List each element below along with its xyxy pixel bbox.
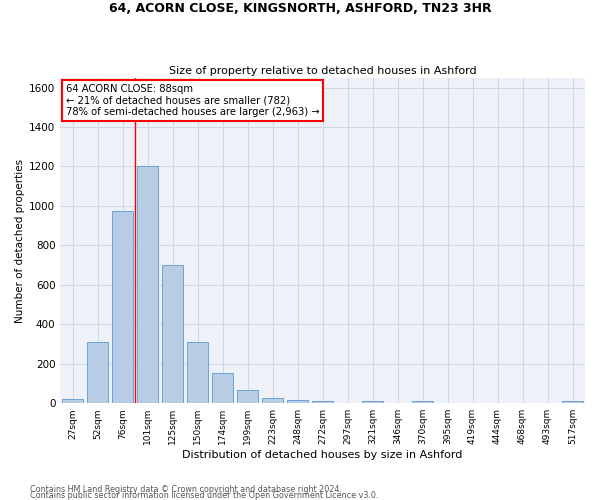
Bar [237, 390, 258, 403]
Bar [187, 342, 208, 403]
Text: Contains public sector information licensed under the Open Government Licence v3: Contains public sector information licen… [30, 490, 379, 500]
Title: Size of property relative to detached houses in Ashford: Size of property relative to detached ho… [169, 66, 476, 76]
Bar [137, 166, 158, 403]
Y-axis label: Number of detached properties: Number of detached properties [15, 158, 25, 322]
Bar [62, 400, 83, 403]
Text: Contains HM Land Registry data © Crown copyright and database right 2024.: Contains HM Land Registry data © Crown c… [30, 484, 342, 494]
Bar [562, 401, 583, 403]
Text: 64 ACORN CLOSE: 88sqm
← 21% of detached houses are smaller (782)
78% of semi-det: 64 ACORN CLOSE: 88sqm ← 21% of detached … [65, 84, 319, 117]
Bar [112, 211, 133, 403]
Bar [87, 342, 109, 403]
Bar [287, 400, 308, 403]
Bar [412, 401, 433, 403]
X-axis label: Distribution of detached houses by size in Ashford: Distribution of detached houses by size … [182, 450, 463, 460]
Bar [162, 265, 184, 403]
Bar [212, 372, 233, 403]
Bar [262, 398, 283, 403]
Text: 64, ACORN CLOSE, KINGSNORTH, ASHFORD, TN23 3HR: 64, ACORN CLOSE, KINGSNORTH, ASHFORD, TN… [109, 2, 491, 16]
Bar [312, 401, 333, 403]
Bar [362, 401, 383, 403]
